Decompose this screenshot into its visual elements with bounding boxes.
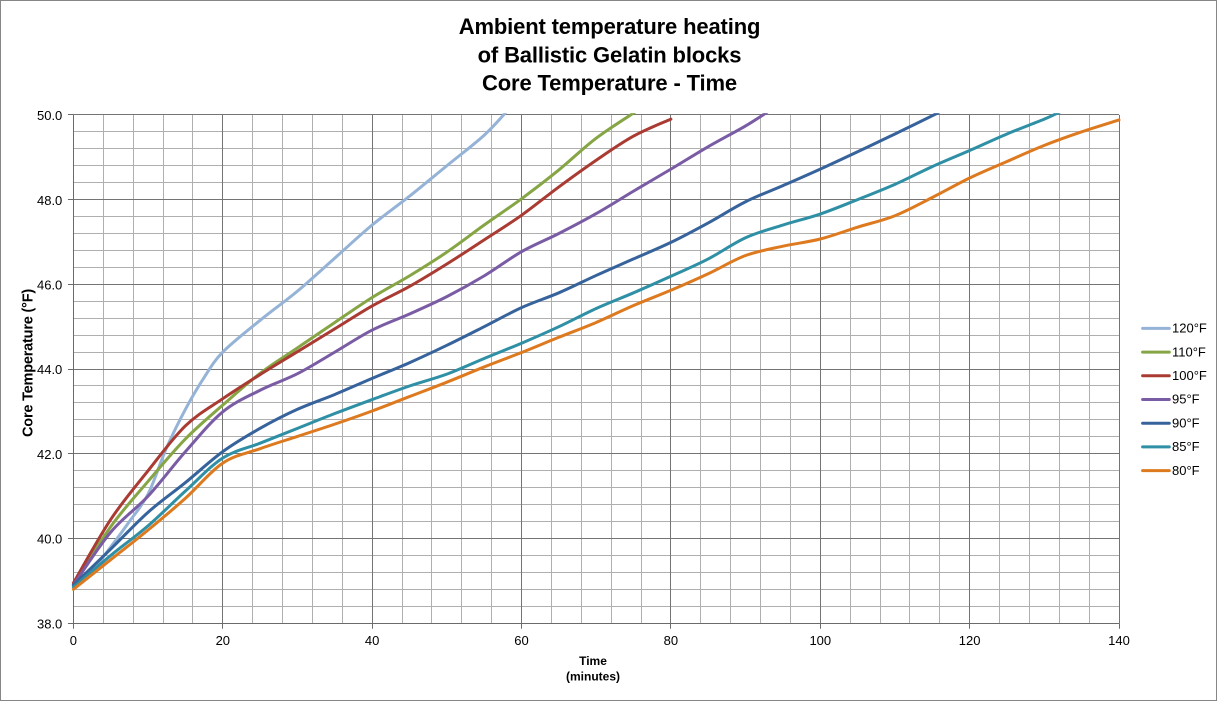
svg-text:Time: Time <box>579 654 607 668</box>
svg-text:80°F: 80°F <box>1172 463 1200 478</box>
svg-text:Ambient temperature heating: Ambient temperature heating <box>459 14 761 39</box>
svg-text:48.0: 48.0 <box>37 193 62 208</box>
svg-text:40: 40 <box>365 633 379 648</box>
svg-text:85°F: 85°F <box>1172 439 1200 454</box>
svg-text:50.0: 50.0 <box>37 108 62 123</box>
svg-text:95°F: 95°F <box>1172 392 1200 407</box>
svg-text:Core Temperature - Time: Core Temperature - Time <box>482 71 737 96</box>
svg-text:110°F: 110°F <box>1172 344 1206 359</box>
svg-text:120: 120 <box>959 633 981 648</box>
svg-text:120°F: 120°F <box>1172 321 1207 336</box>
svg-text:44.0: 44.0 <box>37 362 62 377</box>
svg-text:90°F: 90°F <box>1172 415 1200 430</box>
svg-text:0: 0 <box>70 633 77 648</box>
svg-text:Core Temperature (°F): Core Temperature (°F) <box>21 289 37 437</box>
svg-text:46.0: 46.0 <box>37 278 62 293</box>
svg-text:140: 140 <box>1108 633 1130 648</box>
svg-text:38.0: 38.0 <box>37 616 62 631</box>
svg-text:42.0: 42.0 <box>37 447 62 462</box>
svg-text:80: 80 <box>664 633 678 648</box>
svg-text:(minutes): (minutes) <box>566 669 620 683</box>
svg-text:100°F: 100°F <box>1172 368 1207 383</box>
svg-text:100: 100 <box>809 633 831 648</box>
svg-text:of Ballistic Gelatin blocks: of Ballistic Gelatin blocks <box>478 42 742 67</box>
svg-text:40.0: 40.0 <box>37 532 62 547</box>
svg-text:60: 60 <box>514 633 528 648</box>
svg-text:20: 20 <box>216 633 230 648</box>
